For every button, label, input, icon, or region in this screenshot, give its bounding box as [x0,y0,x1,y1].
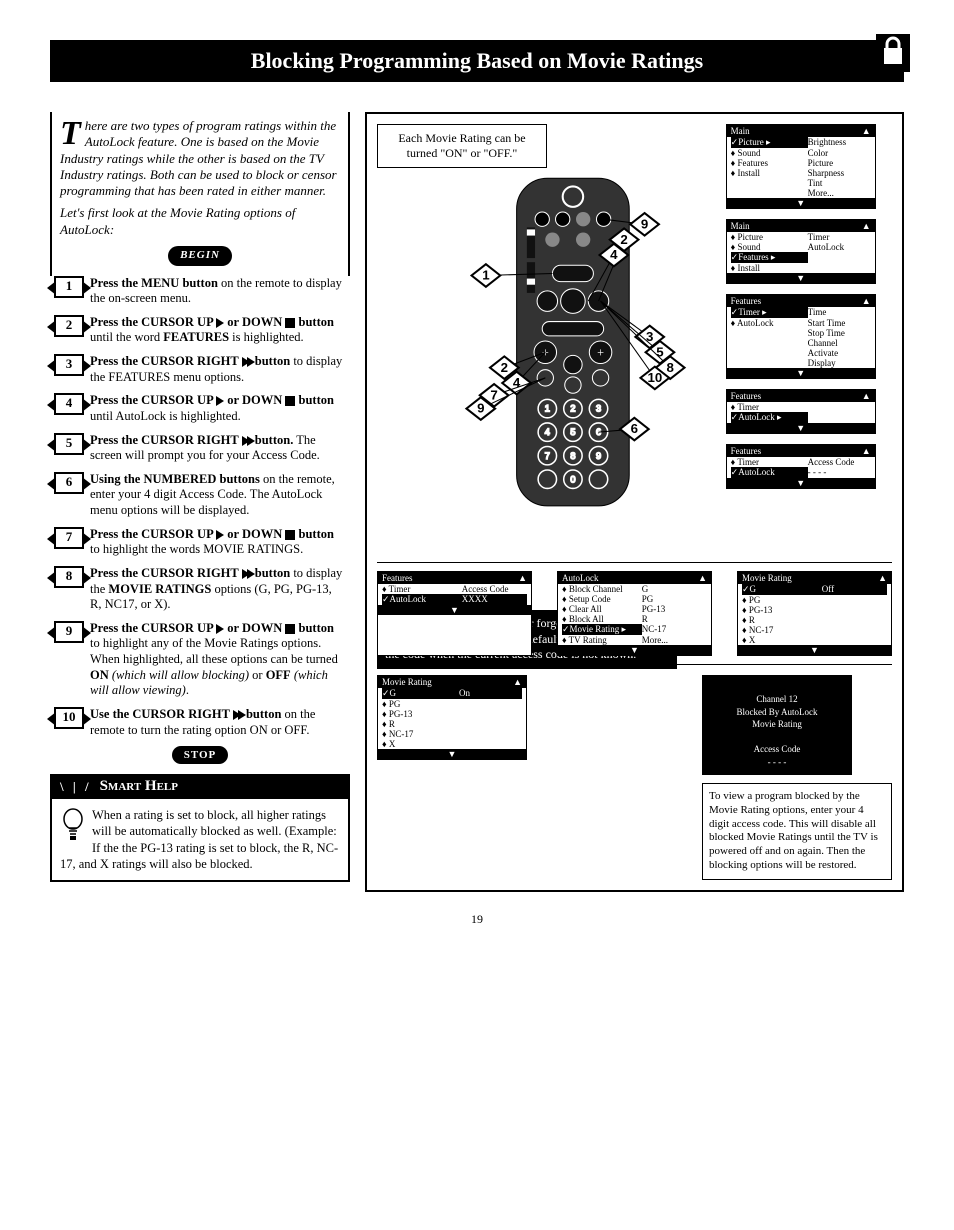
step-number: 8 [54,566,84,588]
menu-autolock: AutoLock▲♦ Block ChannelG♦ Setup CodePG♦… [557,571,712,656]
smart-help-title: Smart Help [100,778,178,795]
step-7: 7 Press the CURSOR UP or DOWN button to h… [54,527,346,558]
menu-movie-rating-off: Movie Rating▲✓GOff♦ PG♦ PG-13♦ R♦ NC-17♦… [737,571,892,656]
lock-icon [876,34,910,72]
blocked-by: Blocked By AutoLock [712,706,842,719]
svg-text:0: 0 [570,474,575,484]
svg-text:7: 7 [545,451,550,461]
step-text: Using the NUMBERED buttons on the remote… [90,472,346,519]
menu-features-autolock: Features▲♦ Timer✓AutoLock ▸▼ [726,389,876,434]
svg-text:1: 1 [482,268,490,283]
svg-text:2: 2 [570,404,575,414]
step-text: Press the CURSOR UP or DOWN button to hi… [90,527,346,558]
step-1: 1 Press the MENU button on the remote to … [54,276,346,307]
blocked-code-dashes: - - - - [712,756,842,769]
right-column: Each Movie Rating can be turned "ON" or … [365,112,904,892]
step-text: Press the MENU button on the remote to d… [90,276,346,307]
svg-text:10: 10 [647,370,662,385]
intro-p1: here are two types of program ratings wi… [60,118,337,198]
step-text: Use the CURSOR RIGHT button on the remot… [90,707,346,738]
step-3: 3 Press the CURSOR RIGHT button to displa… [54,354,346,385]
svg-text:6: 6 [631,421,638,436]
svg-text:4: 4 [545,427,550,437]
step-text: Press the CURSOR UP or DOWN button until… [90,393,346,424]
svg-text:8: 8 [666,360,673,375]
svg-text:9: 9 [477,401,484,416]
svg-text:+: + [597,345,604,359]
step-number: 3 [54,354,84,376]
step-text: Press the CURSOR RIGHT button to display… [90,566,346,613]
intro-p2: Let's first look at the Movie Rating opt… [60,205,340,238]
step-text: Press the CURSOR RIGHT button. The scree… [90,433,346,464]
step-number: 4 [54,393,84,415]
rating-callout: Each Movie Rating can be turned "ON" or … [377,124,547,168]
page-title: Blocking Programming Based on Movie Rati… [251,48,703,73]
remote-control-icon: + + 1 2 3 4 5 6 7 8 9 [377,168,718,598]
step-2: 2 Press the CURSOR UP or DOWN button unti… [54,315,346,346]
left-column: There are two types of program ratings w… [50,112,350,892]
svg-text:4: 4 [610,247,618,262]
step-text: Press the CURSOR UP or DOWN button until… [90,315,346,346]
intro-box: There are two types of program ratings w… [50,112,350,276]
step-5: 5 Press the CURSOR RIGHT button. The scre… [54,433,346,464]
menu-features-xxxx: Features▲♦ TimerAccess Code✓AutoLockXXXX… [377,571,532,656]
steps-list: 1 Press the MENU button on the remote to … [50,276,350,739]
svg-text:3: 3 [596,404,601,414]
right-menus-stack: Main▲✓Picture ▸Brightness♦ SoundColor♦ F… [726,124,892,489]
blocked-code-label: Access Code [712,743,842,756]
blocked-screen: Channel 12 Blocked By AutoLock Movie Rat… [702,675,852,775]
step-4: 4 Press the CURSOR UP or DOWN button unti… [54,393,346,424]
menu-features-accesscode: Features▲♦ TimerAccess Code✓AutoLock- - … [726,444,876,489]
page-number: 19 [50,912,904,927]
svg-text:5: 5 [656,344,664,359]
step-text: Press the CURSOR UP or DOWN button to hi… [90,621,346,699]
step-number: 5 [54,433,84,455]
menu-features-timer: Features▲✓Timer ▸Time♦ AutoLockStart Tim… [726,294,876,379]
menu-main-picture: Main▲✓Picture ▸Brightness♦ SoundColor♦ F… [726,124,876,209]
slash-decoration: \ | / [60,779,92,795]
menus-row-2: Features▲♦ TimerAccess Code✓AutoLockXXXX… [377,571,892,656]
svg-text:9: 9 [641,216,648,231]
step-number: 7 [54,527,84,549]
svg-text:5: 5 [570,427,575,437]
menu-movie-rating-on: Movie Rating▲✓GOn♦ PG♦ PG-13♦ R♦ NC-17♦ … [377,675,527,760]
remote-diagram: Each Movie Rating can be turned "ON" or … [377,124,718,554]
step-number: 2 [54,315,84,337]
step-text: Press the CURSOR RIGHT button to display… [90,354,346,385]
smart-help-header: \ | / Smart Help [50,774,350,799]
step-number: 10 [54,707,84,729]
blocked-channel: Channel 12 [712,693,842,706]
step-8: 8 Press the CURSOR RIGHT button to displa… [54,566,346,613]
svg-text:7: 7 [490,387,497,402]
menu-main-features: Main▲♦ PictureTimer♦ SoundAutoLock✓Featu… [726,219,876,284]
step-number: 6 [54,472,84,494]
step-10: 10 Use the CURSOR RIGHT button on the rem… [54,707,346,738]
step-9: 9 Press the CURSOR UP or DOWN button to h… [54,621,346,699]
svg-text:2: 2 [501,360,508,375]
stop-badge: STOP [172,746,229,764]
svg-text:1: 1 [545,404,550,414]
svg-text:8: 8 [570,451,575,461]
svg-text:2: 2 [620,232,627,247]
blocked-reason: Movie Rating [712,718,842,731]
bottom-row: Movie Rating▲✓GOn♦ PG♦ PG-13♦ R♦ NC-17♦ … [377,675,892,880]
smart-help-text: When a rating is set to block, all highe… [60,808,338,871]
page-title-bar: Blocking Programming Based on Movie Rati… [50,40,904,82]
dropcap: T [60,118,85,149]
begin-badge: BEGIN [168,246,232,266]
step-number: 9 [54,621,84,643]
lightbulb-icon [60,807,86,841]
step-6: 6 Using the NUMBERED buttons on the remot… [54,472,346,519]
info-box: To view a program blocked by the Movie R… [702,783,892,880]
smart-help-body: When a rating is set to block, all highe… [50,799,350,882]
svg-text:9: 9 [596,451,601,461]
step-number: 1 [54,276,84,298]
